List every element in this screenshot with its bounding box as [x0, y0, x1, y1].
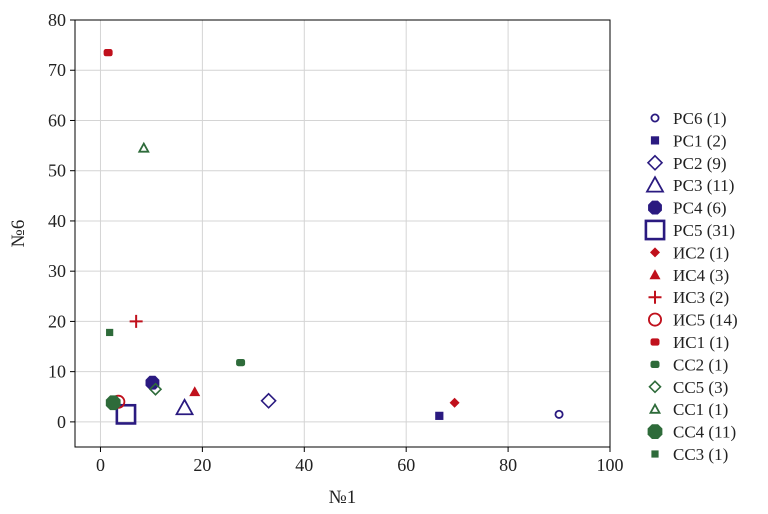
- y-tick-label: 40: [48, 211, 66, 231]
- y-tick-label: 80: [48, 10, 66, 30]
- legend-marker: [649, 269, 661, 280]
- legend-marker: [650, 338, 660, 346]
- legend-label: ИС3 (2): [673, 288, 729, 307]
- data-point-10: [103, 49, 113, 57]
- legend-label: РС6 (1): [673, 109, 727, 128]
- legend-marker: [648, 312, 663, 327]
- legend-marker: [650, 360, 660, 368]
- legend-item: СС4 (11): [647, 423, 736, 442]
- data-point-2: [260, 392, 277, 409]
- data-points: [103, 49, 564, 425]
- legend-item: ИС2 (1): [650, 243, 729, 262]
- y-tick-label: 50: [48, 161, 66, 181]
- y-tick-label: 60: [48, 110, 66, 130]
- x-tick-label: 100: [597, 455, 624, 475]
- legend-label: РС5 (31): [673, 221, 735, 240]
- data-point-6: [449, 397, 460, 408]
- legend-item: РС3 (11): [645, 175, 734, 195]
- legend-item: СС3 (1): [651, 445, 728, 464]
- legend-marker: [647, 424, 663, 439]
- y-tick-label: 70: [48, 60, 66, 80]
- y-tick-label: 30: [48, 261, 66, 281]
- data-point-0: [554, 409, 564, 419]
- legend-label: ИС5 (14): [673, 311, 738, 330]
- legend-marker: [650, 247, 660, 258]
- legend-label: СС3 (1): [673, 445, 728, 464]
- x-tick-label: 40: [295, 455, 313, 475]
- legend-item: РС1 (2): [650, 131, 727, 150]
- legend: РС6 (1) РС1 (2) РС2 (9) РС3 (11) РС4 (6) РС5 …: [644, 109, 738, 464]
- legend-marker: [650, 136, 660, 145]
- data-point-15: [106, 328, 114, 337]
- legend-item: ИС5 (14): [648, 311, 738, 330]
- y-tick-label: 0: [57, 412, 66, 432]
- legend-item: ИС3 (2): [648, 288, 729, 307]
- x-tick-label: 80: [499, 455, 517, 475]
- legend-label: РС4 (6): [673, 199, 727, 218]
- legend-marker: [645, 175, 665, 193]
- legend-item: РС6 (1): [650, 109, 727, 128]
- plot-frame: [74, 19, 611, 448]
- legend-item: РС4 (6): [648, 199, 727, 218]
- legend-label: СС1 (1): [673, 400, 728, 419]
- x-tick-label: 60: [397, 455, 415, 475]
- data-point-12: [148, 382, 163, 396]
- data-point-13: [137, 141, 150, 153]
- legend-marker: [644, 219, 666, 241]
- legend-item: РС5 (31): [644, 219, 735, 241]
- legend-item: СС5 (3): [648, 378, 728, 397]
- legend-label: РС2 (9): [673, 154, 727, 173]
- data-point-7: [189, 386, 201, 397]
- legend-label: СС4 (11): [673, 423, 736, 442]
- legend-marker: [648, 200, 662, 215]
- legend-item: РС2 (9): [646, 154, 727, 173]
- legend-marker: [648, 290, 662, 304]
- legend-label: ИС1 (1): [673, 333, 729, 352]
- legend-marker: [651, 450, 659, 458]
- x-tick-label: 20: [193, 455, 211, 475]
- y-tick-label: 10: [48, 362, 66, 382]
- legend-item: ИС4 (3): [649, 266, 729, 285]
- legend-marker: [648, 380, 662, 394]
- legend-marker: [648, 402, 662, 414]
- legend-label: ИС2 (1): [673, 243, 729, 262]
- x-tick-label: 0: [96, 455, 105, 475]
- legend-label: ИС4 (3): [673, 266, 729, 285]
- data-point-3: [175, 397, 195, 416]
- legend-label: СС2 (1): [673, 355, 728, 374]
- legend-marker: [646, 154, 664, 171]
- legend-label: СС5 (3): [673, 378, 728, 397]
- data-point-8: [129, 314, 143, 328]
- data-point-11: [236, 359, 246, 367]
- legend-label: РС1 (2): [673, 131, 727, 150]
- data-point-4: [145, 375, 160, 390]
- data-point-5: [115, 403, 137, 425]
- legend-marker: [650, 113, 660, 123]
- data-point-14: [105, 395, 121, 411]
- data-point-1: [435, 411, 444, 420]
- y-tick-label: 20: [48, 311, 66, 331]
- x-axis-label: №1: [329, 487, 357, 508]
- axis-ticks: 0 20 40 60 80 100 0 10 20 30 40 50 60 70 80: [48, 10, 624, 475]
- y-axis-label: №6: [8, 220, 29, 248]
- legend-label: РС3 (11): [673, 176, 734, 195]
- legend-item: СС1 (1): [648, 400, 728, 419]
- legend-item: СС2 (1): [650, 355, 728, 374]
- legend-item: ИС1 (1): [650, 333, 729, 352]
